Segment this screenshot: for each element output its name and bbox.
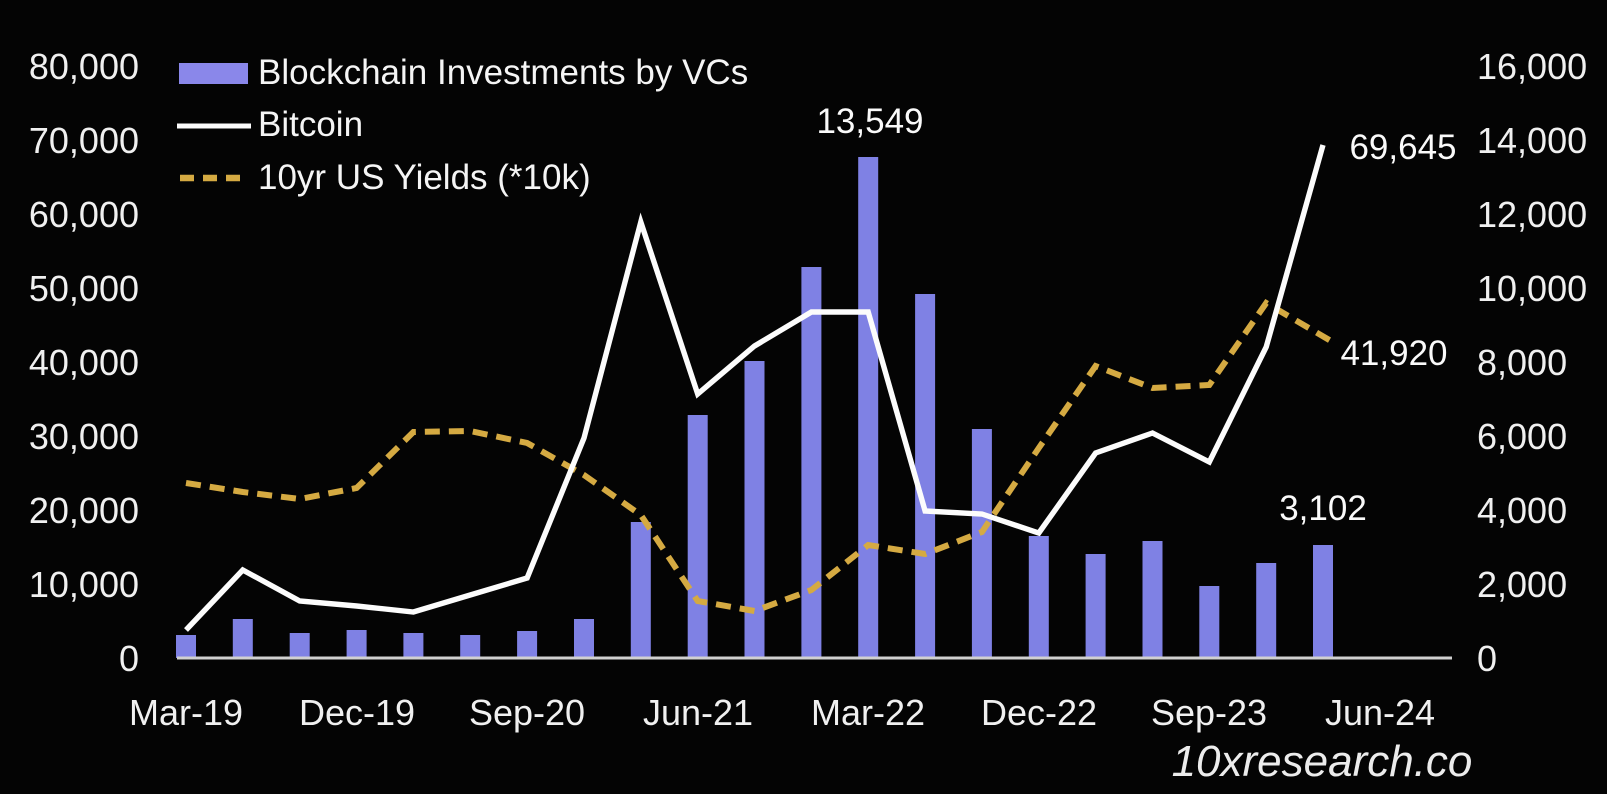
svg-text:20,000: 20,000 bbox=[29, 490, 139, 531]
svg-text:30,000: 30,000 bbox=[29, 416, 139, 457]
svg-text:10xresearch.co: 10xresearch.co bbox=[1172, 737, 1473, 786]
svg-text:13,549: 13,549 bbox=[816, 102, 923, 141]
svg-text:4,000: 4,000 bbox=[1477, 490, 1567, 531]
svg-text:14,000: 14,000 bbox=[1477, 120, 1587, 161]
svg-text:Jun-24: Jun-24 bbox=[1325, 692, 1435, 733]
svg-text:Mar-19: Mar-19 bbox=[129, 692, 243, 733]
svg-text:16,000: 16,000 bbox=[1477, 46, 1587, 87]
svg-text:3,102: 3,102 bbox=[1279, 489, 1367, 528]
svg-text:60,000: 60,000 bbox=[29, 194, 139, 235]
svg-text:Bitcoin: Bitcoin bbox=[258, 105, 363, 144]
svg-text:50,000: 50,000 bbox=[29, 268, 139, 309]
svg-text:0: 0 bbox=[119, 638, 139, 679]
svg-text:Dec-22: Dec-22 bbox=[981, 692, 1097, 733]
svg-text:0: 0 bbox=[1477, 638, 1497, 679]
svg-text:6,000: 6,000 bbox=[1477, 416, 1567, 457]
svg-text:10,000: 10,000 bbox=[1477, 268, 1587, 309]
svg-text:2,000: 2,000 bbox=[1477, 564, 1567, 605]
svg-text:80,000: 80,000 bbox=[29, 46, 139, 87]
svg-text:Dec-19: Dec-19 bbox=[299, 692, 415, 733]
svg-text:10,000: 10,000 bbox=[29, 564, 139, 605]
svg-text:Sep-23: Sep-23 bbox=[1151, 692, 1267, 733]
svg-text:10yr US Yields (*10k): 10yr US Yields (*10k) bbox=[258, 158, 591, 197]
svg-text:40,000: 40,000 bbox=[29, 342, 139, 383]
svg-text:69,645: 69,645 bbox=[1349, 128, 1456, 167]
svg-text:12,000: 12,000 bbox=[1477, 194, 1587, 235]
svg-text:Jun-21: Jun-21 bbox=[643, 692, 753, 733]
svg-text:8,000: 8,000 bbox=[1477, 342, 1567, 383]
svg-text:70,000: 70,000 bbox=[29, 120, 139, 161]
svg-text:41,920: 41,920 bbox=[1340, 334, 1447, 373]
svg-text:Sep-20: Sep-20 bbox=[469, 692, 585, 733]
svg-text:Blockchain Investments by VCs: Blockchain Investments by VCs bbox=[258, 53, 748, 92]
svg-text:Mar-22: Mar-22 bbox=[811, 692, 925, 733]
